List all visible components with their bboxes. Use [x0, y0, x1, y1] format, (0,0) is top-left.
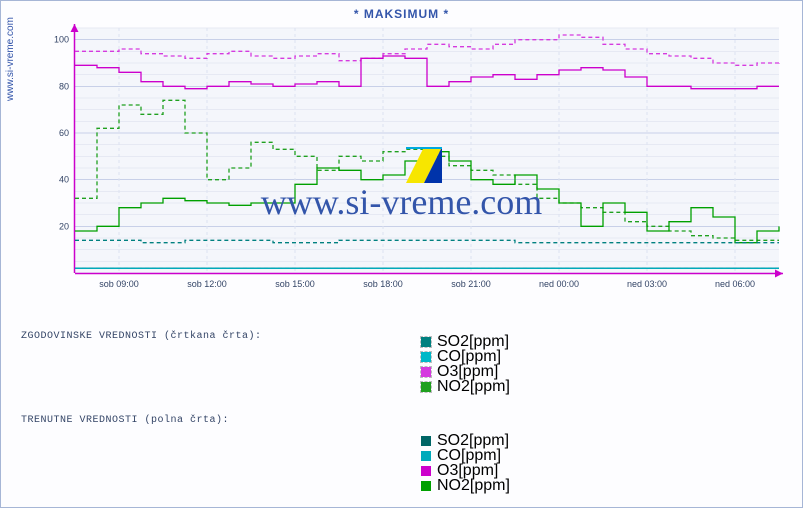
svg-text:60: 60: [59, 128, 69, 138]
legend-swatch-icon: [421, 337, 431, 347]
legend-item: NO2[ppm]: [421, 478, 510, 493]
legend-item: NO2[ppm]: [421, 379, 510, 394]
svg-text:40: 40: [59, 175, 69, 185]
svg-text:sob 12:00: sob 12:00: [187, 279, 227, 289]
legend-swatch-icon: [421, 451, 431, 461]
legend-historic-items: SO2[ppm]CO[ppm]O3[ppm]NO2[ppm]: [421, 334, 510, 394]
svg-text:sob 09:00: sob 09:00: [99, 279, 139, 289]
chart-svg: 20 40 60 80 100 sob 09:00 sob 12:00 sob 15:00 so…: [41, 23, 789, 313]
svg-text:sob 15:00: sob 15:00: [275, 279, 315, 289]
svg-text:ned 06:00: ned 06:00: [715, 279, 755, 289]
legend-current: TRENUTNE VREDNOSTI (polna črta):: [21, 415, 229, 430]
svg-text:20: 20: [59, 221, 69, 231]
legend-swatch-icon: [421, 352, 431, 362]
plot-area: 20406080100sob 09:00sob 12:00sob 15:00so…: [41, 23, 789, 283]
legend-swatch-icon: [421, 481, 431, 491]
chart-title: * MAKSIMUM *: [1, 1, 802, 21]
svg-text:sob 21:00: sob 21:00: [451, 279, 491, 289]
legend-current-items: SO2[ppm]CO[ppm]O3[ppm]NO2[ppm]: [421, 433, 510, 493]
svg-text:sob 18:00: sob 18:00: [363, 279, 403, 289]
legend-swatch-icon: [421, 466, 431, 476]
legend-label: NO2[ppm]: [437, 477, 510, 495]
svg-text:ned 00:00: ned 00:00: [539, 279, 579, 289]
svg-text:100: 100: [54, 35, 69, 45]
legend-historic-title: ZGODOVINSKE VREDNOSTI (črtkana črta):: [21, 331, 262, 342]
legend-swatch-icon: [421, 436, 431, 446]
legend-swatch-icon: [421, 382, 431, 392]
legend-current-title: TRENUTNE VREDNOSTI (polna črta):: [21, 415, 229, 426]
y-axis-label: www.si-vreme.com: [5, 17, 16, 101]
svg-text:80: 80: [59, 81, 69, 91]
svg-text:ned 03:00: ned 03:00: [627, 279, 667, 289]
chart-container: * MAKSIMUM * www.si-vreme.com 20 40 60 80 10…: [0, 0, 803, 508]
legend-historic: ZGODOVINSKE VREDNOSTI (črtkana črta):: [21, 331, 262, 346]
legend-label: NO2[ppm]: [437, 378, 510, 396]
legend-swatch-icon: [421, 367, 431, 377]
